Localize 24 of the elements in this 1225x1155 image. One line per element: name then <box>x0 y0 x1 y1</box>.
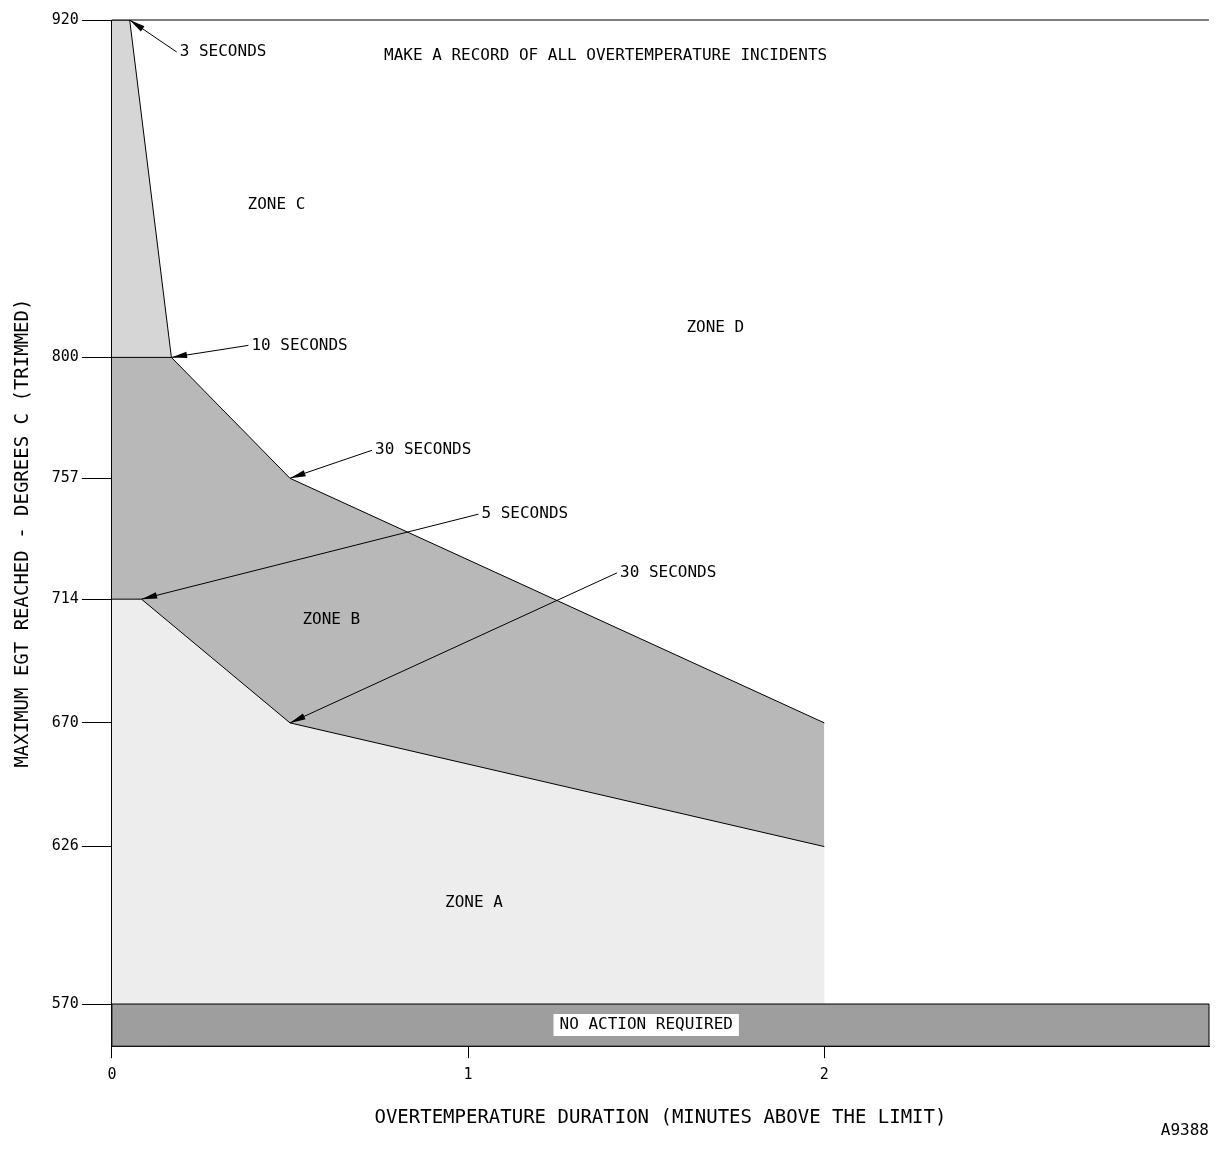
y-tick-label: 920 <box>51 9 79 28</box>
text: A9388 <box>1160 1120 1209 1140</box>
annotation: 30 SECONDS <box>374 439 472 459</box>
y-tick-label: 570 <box>51 993 79 1012</box>
annotation: MAKE A RECORD OF ALL OVERTEMPERATURE INCIDENTS <box>384 45 828 65</box>
x-tick-label: 1 <box>463 1065 473 1084</box>
annotation: ZONE D <box>686 317 745 337</box>
annotation: 5 SECONDS <box>481 503 569 523</box>
y-tick-label: 757 <box>51 468 79 487</box>
y-tick-label: 714 <box>51 589 79 608</box>
y-tick-label: 800 <box>51 347 79 366</box>
annotation: 3 SECONDS <box>179 41 267 61</box>
annotation: ZONE B <box>302 609 361 629</box>
y-tick-label: 626 <box>51 836 79 855</box>
x-axis-title: OVERTEMPERATURE DURATION (MINUTES ABOVE THE LIMIT) <box>374 1104 947 1127</box>
annotation: 30 SECONDS <box>619 562 717 582</box>
annotation: ZONE C <box>247 193 306 213</box>
y-axis-title: MAXIMUM EGT REACHED - DEGREES C (TRIMMED) <box>10 298 33 768</box>
x-tick-label: 0 <box>107 1065 117 1084</box>
y-tick-label: 670 <box>51 712 79 731</box>
band-label: NO ACTION REQUIRED <box>559 1014 733 1034</box>
annotation: 10 SECONDS <box>251 334 348 354</box>
annotation: ZONE A <box>445 891 504 911</box>
x-tick-label: 2 <box>819 1065 829 1084</box>
